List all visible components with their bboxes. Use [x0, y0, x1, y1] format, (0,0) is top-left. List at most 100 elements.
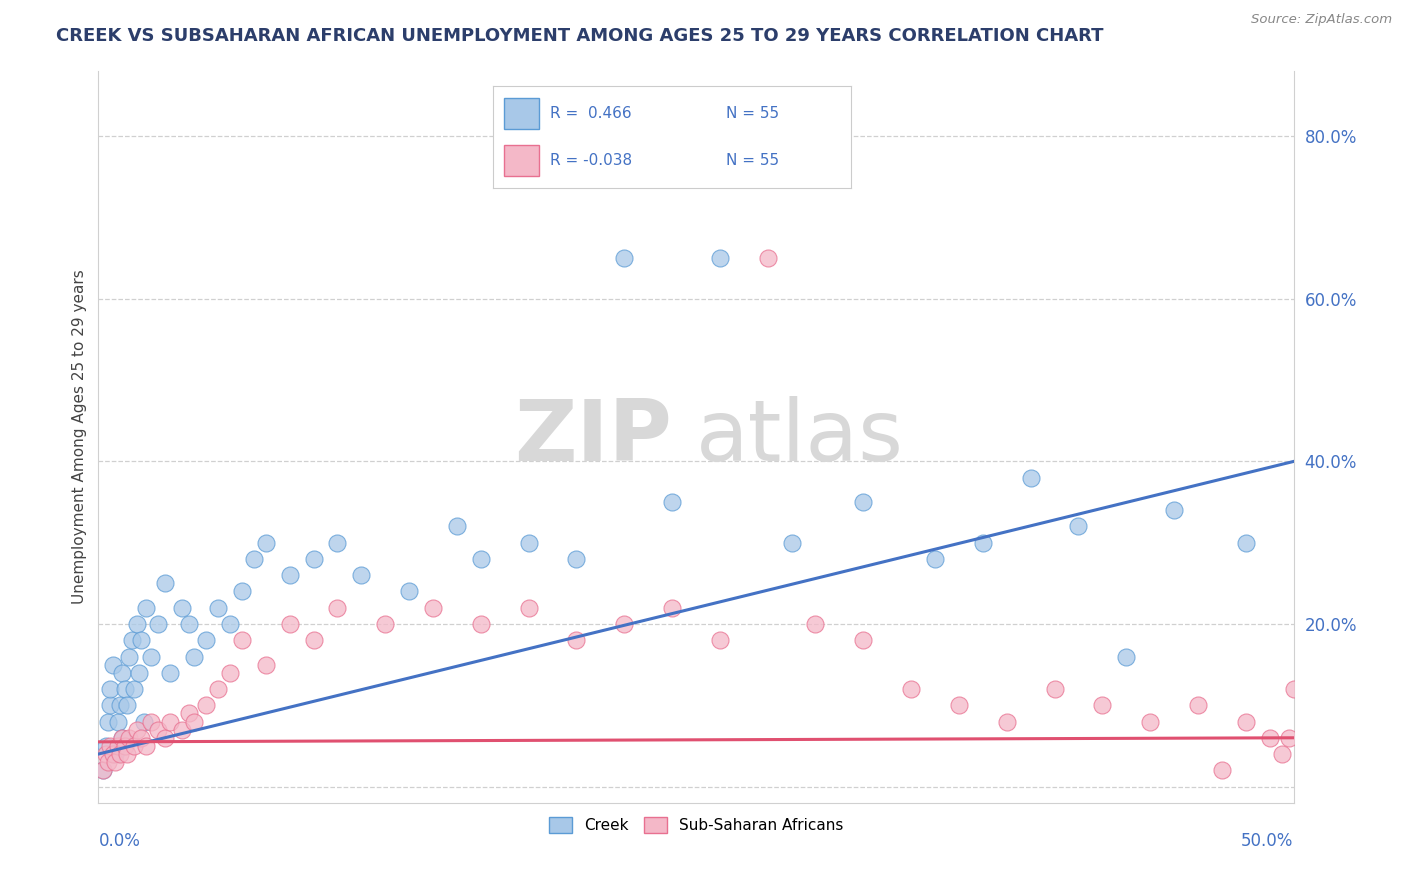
Point [1139, 714, 1161, 729]
Point [517, 535, 540, 549]
Point [179, 706, 201, 721]
Point [107, 714, 129, 729]
Point [278, 568, 301, 582]
Point [195, 698, 218, 713]
Point [148, 617, 170, 632]
Point [135, 739, 157, 753]
Point [231, 633, 253, 648]
Point [756, 252, 779, 266]
Point [1091, 698, 1114, 713]
Point [613, 252, 636, 266]
Point [111, 665, 134, 680]
Point [108, 747, 131, 761]
Point [661, 495, 683, 509]
Point [172, 600, 194, 615]
Point [243, 552, 266, 566]
Point [948, 698, 970, 713]
Point [97, 714, 120, 729]
Point [124, 681, 146, 696]
Point [1234, 714, 1257, 729]
Point [1278, 731, 1301, 745]
Point [900, 681, 922, 696]
Point [1019, 471, 1042, 485]
Point [780, 535, 803, 549]
Point [565, 552, 588, 566]
Point [278, 617, 301, 632]
Point [101, 657, 124, 672]
Point [1163, 503, 1185, 517]
Point [118, 731, 141, 745]
Point [183, 714, 205, 729]
Point [104, 747, 127, 761]
Point [1043, 681, 1066, 696]
Point [1067, 519, 1090, 533]
Point [207, 681, 229, 696]
Point [374, 617, 396, 632]
Point [94, 747, 117, 761]
Point [1211, 764, 1233, 778]
Text: 0.0%: 0.0% [98, 832, 141, 850]
Point [1234, 535, 1257, 549]
Point [422, 600, 444, 615]
Point [326, 535, 349, 549]
Point [104, 755, 127, 769]
Point [94, 739, 117, 753]
Point [172, 723, 194, 737]
Point [101, 747, 124, 761]
Point [135, 600, 157, 615]
Point [118, 649, 141, 664]
Point [1187, 698, 1209, 713]
Point [124, 739, 146, 753]
Point [995, 714, 1018, 729]
Point [139, 649, 162, 664]
Point [98, 681, 122, 696]
Point [108, 698, 131, 713]
Point [125, 617, 148, 632]
Point [254, 535, 277, 549]
Point [131, 731, 153, 745]
Point [852, 495, 875, 509]
Point [1115, 649, 1137, 664]
Point [565, 633, 588, 648]
Point [159, 665, 181, 680]
Point [183, 649, 205, 664]
Point [179, 617, 201, 632]
Point [107, 739, 129, 753]
Point [98, 739, 122, 753]
Point [302, 633, 325, 648]
Point [350, 568, 373, 582]
Point [219, 665, 242, 680]
Point [972, 535, 994, 549]
Text: ZIP: ZIP [515, 395, 672, 479]
Point [114, 739, 136, 753]
Text: atlas: atlas [696, 395, 904, 479]
Point [613, 617, 636, 632]
Point [446, 519, 468, 533]
Point [131, 633, 153, 648]
Point [1282, 681, 1305, 696]
Point [470, 617, 492, 632]
Point [231, 584, 253, 599]
Point [398, 584, 420, 599]
Point [125, 723, 148, 737]
Point [132, 714, 155, 729]
Point [111, 731, 134, 745]
Point [115, 698, 138, 713]
Text: Source: ZipAtlas.com: Source: ZipAtlas.com [1251, 13, 1392, 27]
Point [219, 617, 242, 632]
Point [302, 552, 325, 566]
Point [159, 714, 181, 729]
Point [114, 681, 136, 696]
Point [139, 714, 162, 729]
Point [91, 764, 114, 778]
Point [111, 731, 134, 745]
Point [1271, 747, 1294, 761]
Point [326, 600, 349, 615]
Point [91, 764, 114, 778]
Point [661, 600, 683, 615]
Point [804, 617, 827, 632]
Point [195, 633, 218, 648]
Legend: Creek, Sub-Saharan Africans: Creek, Sub-Saharan Africans [543, 811, 849, 839]
Text: CREEK VS SUBSAHARAN AFRICAN UNEMPLOYMENT AMONG AGES 25 TO 29 YEARS CORRELATION C: CREEK VS SUBSAHARAN AFRICAN UNEMPLOYMENT… [56, 27, 1104, 45]
Point [155, 576, 177, 591]
